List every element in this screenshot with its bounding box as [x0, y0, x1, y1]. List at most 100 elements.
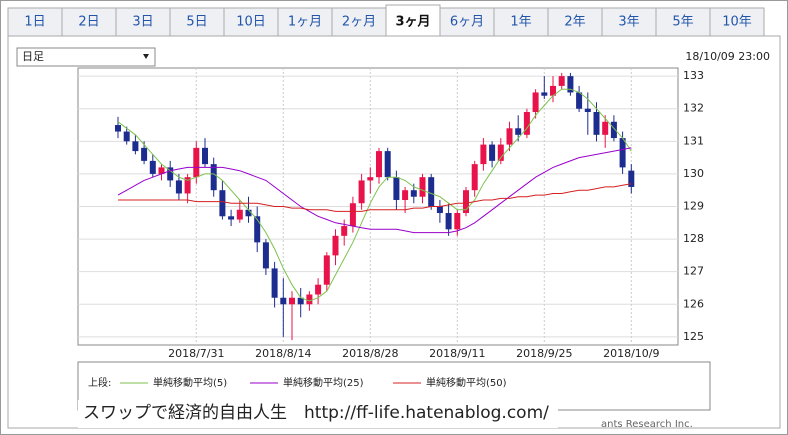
tab-label: 1ヶ月	[288, 15, 322, 30]
candle-body	[367, 177, 374, 181]
candle-body	[428, 177, 435, 207]
tab-label: 1日	[24, 15, 45, 30]
candle-body	[445, 213, 452, 230]
watermark: スワップで経済的自由人生 http://ff-life.hatenablog.c…	[83, 403, 549, 423]
x-tick-label: 2018/10/9	[603, 347, 659, 360]
candle-body	[332, 235, 339, 256]
candle-body	[341, 226, 348, 236]
candle-body	[610, 121, 617, 139]
period-select[interactable]	[16, 47, 156, 67]
candle-body	[463, 190, 469, 214]
tab-bar: 1日 2日 3日 5日 10日 1ヶ月 2ヶ月 3ヶ月 6ヶ月 1年 2年 3年 5年 10年	[7, 4, 765, 37]
tab[interactable]	[223, 7, 279, 37]
tab-label: 3ヶ月	[395, 15, 430, 30]
candle-body	[532, 92, 539, 112]
candle-body	[419, 177, 426, 197]
y-tick-label: 129	[683, 200, 704, 213]
tab-label: 5年	[672, 15, 693, 30]
tab-label: 2年	[564, 15, 585, 30]
candle-body	[167, 167, 174, 181]
candle-body	[436, 206, 443, 214]
tab-label: 1年	[510, 15, 531, 30]
ma-line	[118, 183, 632, 212]
tab[interactable]	[7, 7, 63, 37]
tab-label: 2日	[78, 15, 99, 30]
y-tick-label: 131	[683, 134, 704, 147]
candle-body	[123, 131, 130, 142]
timestamp: 18/10/09 23:00	[685, 50, 770, 63]
candle-body	[193, 147, 200, 178]
candle-body	[584, 108, 591, 112]
candle-body	[497, 144, 504, 161]
candle-body	[141, 147, 148, 161]
candle-body	[228, 216, 235, 220]
candle-body	[254, 216, 261, 243]
candle-body	[219, 190, 226, 217]
legend-label: 単純移動平均(50)	[426, 376, 507, 389]
candle-body	[210, 164, 217, 191]
candle-body	[576, 92, 583, 109]
tab[interactable]	[439, 7, 495, 37]
tab-label: 3日	[132, 15, 153, 30]
candle-body	[376, 151, 382, 178]
candle-body	[593, 111, 600, 135]
candle-body	[315, 284, 322, 295]
candle-body	[454, 213, 461, 230]
y-tick-label: 126	[683, 297, 704, 310]
y-tick-label: 130	[683, 167, 704, 180]
watermark-bg	[78, 400, 558, 428]
tab-label: 6ヶ月	[450, 15, 484, 30]
candle-body	[628, 170, 635, 187]
y-tick-label: 125	[683, 330, 704, 343]
y-tick-label: 133	[683, 69, 704, 82]
x-tick-label: 2018/9/11	[429, 347, 485, 360]
candle-body	[402, 190, 409, 200]
tab[interactable]	[331, 7, 387, 37]
legend-label: 単純移動平均(5)	[153, 376, 227, 389]
candle-body	[149, 160, 156, 174]
candle-body	[306, 294, 313, 305]
candle-body	[489, 144, 496, 161]
credit: ants Research Inc.	[601, 419, 693, 430]
candle-body	[323, 255, 330, 285]
candle-body	[280, 297, 287, 305]
candle-body	[289, 297, 295, 305]
candle-body	[358, 180, 365, 204]
y-tick-label: 132	[683, 102, 704, 115]
ma-line	[117, 88, 632, 302]
x-tick-label: 2018/9/25	[516, 347, 572, 360]
legend-label: 単純移動平均(25)	[283, 376, 364, 389]
candle-body	[245, 209, 252, 217]
candle-body	[271, 268, 278, 298]
tab-label: 3年	[618, 15, 639, 30]
ma-line	[117, 147, 632, 234]
candle-body	[393, 177, 400, 200]
candle-body	[550, 85, 556, 96]
y-tick-label: 127	[683, 265, 704, 278]
tab-label: 10日	[236, 15, 266, 30]
candle-body	[480, 144, 487, 165]
candle-body	[175, 180, 182, 194]
candle-body	[236, 209, 243, 220]
candle-body	[384, 151, 391, 178]
candle-body	[619, 138, 626, 168]
candle-body	[132, 141, 139, 152]
tab[interactable]	[655, 7, 711, 37]
x-tick-label: 2018/7/31	[168, 347, 224, 360]
period-select-label: 日足	[22, 50, 44, 63]
candle-body	[558, 76, 565, 86]
candle-body	[567, 76, 574, 93]
candle-body	[523, 111, 530, 135]
legend-title: 上段:	[88, 376, 111, 389]
tab[interactable]	[547, 7, 603, 37]
tab-label: 2ヶ月	[342, 15, 376, 30]
candle-body	[515, 128, 522, 135]
candle-body	[115, 125, 121, 132]
candle-body	[297, 297, 304, 305]
y-tick-label: 128	[683, 232, 704, 245]
candle-body	[410, 190, 417, 197]
candle-body	[202, 147, 208, 165]
candle-body	[506, 128, 513, 145]
candle-body	[349, 203, 356, 227]
